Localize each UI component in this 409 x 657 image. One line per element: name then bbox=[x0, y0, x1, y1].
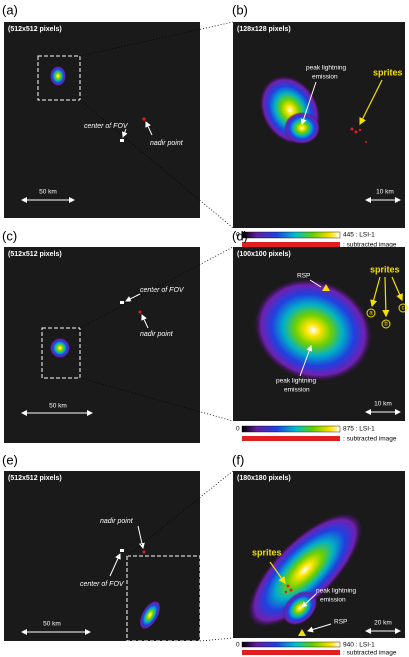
panel-label: (d) bbox=[232, 228, 248, 243]
annotation: nadir point bbox=[150, 140, 184, 147]
shape bbox=[120, 549, 124, 552]
body: {"panels": [ {"label": "(a)", "resolutio… bbox=[0, 0, 409, 657]
image-frame bbox=[4, 247, 200, 443]
point-marker bbox=[351, 128, 354, 131]
scale-label: 50 km bbox=[43, 621, 61, 628]
shape bbox=[120, 139, 124, 142]
scale-label: 10 km bbox=[374, 401, 392, 408]
emission-blob bbox=[50, 338, 70, 358]
resolution: (180x180 pixels) bbox=[237, 475, 291, 482]
annotation: peak lightning bbox=[316, 588, 356, 595]
panel-label: (a) bbox=[2, 2, 18, 17]
colorbar-min: 0 bbox=[236, 642, 240, 649]
annotation: nadir point bbox=[140, 331, 174, 338]
shape bbox=[242, 436, 340, 441]
panel-label: (f) bbox=[232, 452, 244, 467]
point-marker bbox=[285, 591, 287, 593]
resolution: (512x512 pixels) bbox=[8, 475, 62, 482]
colorbar-max: 940 : LSI-1 bbox=[343, 642, 375, 649]
shape bbox=[242, 650, 340, 655]
scale-label: 50 km bbox=[49, 403, 67, 410]
page: LSI images of sprites html, body { margi… bbox=[0, 0, 409, 657]
annotation: peak lightning bbox=[306, 65, 346, 72]
shape bbox=[242, 232, 340, 238]
annotation: emission bbox=[312, 74, 338, 81]
emission-blob bbox=[50, 66, 66, 86]
image-frame bbox=[4, 22, 200, 218]
figure: (a) (b) (512x512 pixels) center of FOV n… bbox=[0, 0, 409, 657]
scale-label: 50 km bbox=[39, 189, 57, 196]
shape bbox=[120, 301, 124, 304]
sprites-label: sprites bbox=[373, 67, 403, 77]
zoom-line bbox=[200, 638, 233, 641]
point-marker bbox=[143, 551, 146, 554]
shape bbox=[242, 242, 340, 247]
scale-label: 10 km bbox=[376, 189, 394, 196]
point-marker bbox=[290, 589, 293, 592]
point-marker bbox=[365, 141, 367, 143]
colorbar-subtracted: : subtracted image bbox=[343, 436, 397, 443]
point-marker bbox=[355, 131, 358, 134]
sprites-label: sprites bbox=[370, 264, 400, 274]
shape bbox=[242, 642, 340, 647]
colorbar-max: 875 : LSI-1 bbox=[343, 426, 375, 433]
emission-blob bbox=[284, 112, 320, 144]
annotation: emission bbox=[320, 597, 346, 604]
scale-label: 20 km bbox=[374, 620, 392, 627]
point-marker bbox=[139, 311, 142, 314]
colorbar-max: 445 : LSI-1 bbox=[343, 232, 375, 239]
point-marker bbox=[287, 585, 290, 588]
colorbar-min: 0 bbox=[236, 426, 240, 433]
annotation: peak lightning bbox=[276, 378, 316, 385]
resolution: (100x100 pixels) bbox=[237, 251, 291, 258]
resolution: (512x512 pixels) bbox=[8, 26, 62, 33]
sprite-id: c bbox=[402, 306, 405, 312]
shape bbox=[242, 426, 340, 432]
annotation: center of FOV bbox=[80, 581, 125, 588]
annotation: RSP bbox=[297, 273, 310, 280]
resolution: (128x128 pixels) bbox=[237, 26, 291, 33]
colorbar-subtracted: : subtracted image bbox=[343, 650, 397, 657]
annotation: emission bbox=[284, 387, 310, 394]
resolution: (512x512 pixels) bbox=[8, 251, 62, 258]
panel-label: (c) bbox=[2, 228, 17, 243]
panel-label: (e) bbox=[2, 452, 18, 467]
sprites-label: sprites bbox=[252, 547, 282, 557]
point-marker bbox=[359, 129, 361, 131]
annotation: RSP bbox=[334, 619, 347, 626]
panel-label: (b) bbox=[232, 2, 248, 17]
point-marker bbox=[142, 117, 145, 120]
annotation: nadir point bbox=[100, 518, 134, 525]
annotation: center of FOV bbox=[84, 123, 129, 130]
